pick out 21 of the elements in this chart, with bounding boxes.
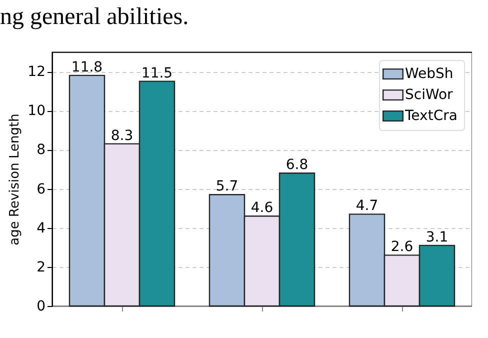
data-label: 11.5 — [141, 65, 173, 82]
data-label: 8.3 — [110, 128, 134, 144]
text: ng general abilities. — [0, 4, 189, 31]
y-tick-label: 10 — [28, 103, 46, 120]
data-label: 6.8 — [286, 157, 308, 174]
data-label: 11.8 — [71, 59, 103, 76]
y-tick-label: 0 — [36, 298, 46, 314]
data-label: 4.7 — [356, 198, 378, 214]
legend-label: TextCra — [404, 108, 458, 124]
data-label: 4.6 — [250, 200, 274, 216]
data-label: 5.7 — [216, 178, 238, 195]
data-label: 3.1 — [426, 229, 448, 246]
y-tick-label: 8 — [36, 142, 46, 158]
y-tick-label: 6 — [36, 181, 46, 198]
y-tick-label: 4 — [36, 220, 46, 236]
legend-label: SciWor — [405, 87, 454, 103]
y-tick-label: 12 — [28, 64, 46, 80]
data-label: 2.6 — [390, 239, 414, 256]
y-tick-label: 2 — [36, 259, 46, 276]
legend-label: WebSh — [405, 66, 454, 82]
y-axis-title: age Revision Length — [8, 114, 23, 246]
